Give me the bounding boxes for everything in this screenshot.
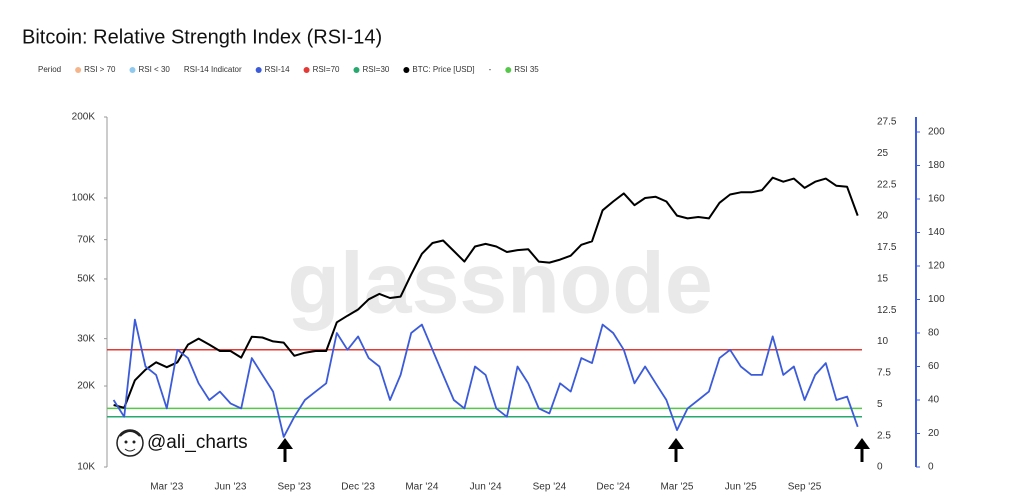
y-tick-label: 70K <box>77 234 95 245</box>
y2-tick-label: 140 <box>928 227 945 238</box>
x-tick-label: Sep '25 <box>788 482 822 493</box>
x-tick-label: Dec '23 <box>341 482 375 493</box>
legend-label: RSI > 70 <box>84 65 116 74</box>
y3-tick-label: 0 <box>877 462 883 473</box>
x-tick-label: Jun '25 <box>725 482 757 493</box>
y2-tick-label: 180 <box>928 160 945 171</box>
legend-label: - <box>489 65 492 74</box>
watermark: glassnode <box>287 236 712 332</box>
legend-label: RSI=70 <box>313 65 340 74</box>
legend-label: BTC: Price [USD] <box>412 65 474 74</box>
y-tick-label: 50K <box>77 274 95 285</box>
legend-label: RSI < 30 <box>138 65 170 74</box>
y3-tick-label: 2.5 <box>877 430 891 441</box>
y3-tick-label: 17.5 <box>877 242 897 253</box>
x-tick-label: Sep '24 <box>533 482 567 493</box>
handle-badge <box>116 429 144 457</box>
legend-swatch <box>505 67 512 73</box>
x-tick-label: Mar '24 <box>405 482 438 493</box>
chart-title: Bitcoin: Relative Strength Index (RSI-14… <box>22 26 382 48</box>
legend-label: Period <box>38 65 61 74</box>
y3-tick-label: 10 <box>877 336 889 347</box>
y2-tick-label: 0 <box>928 462 934 473</box>
y3-tick-label: 7.5 <box>877 368 891 379</box>
y2-tick-label: 60 <box>928 361 940 372</box>
y2-tick-label: 20 <box>928 428 940 439</box>
legend-label: RSI-14 <box>265 65 290 74</box>
y3-tick-label: 27.5 <box>877 117 897 128</box>
y2-tick-label: 200 <box>928 127 945 138</box>
x-tick-label: Sep '23 <box>278 482 312 493</box>
y3-tick-label: 12.5 <box>877 305 897 316</box>
y-tick-label: 100K <box>72 193 96 204</box>
y2-tick-label: 80 <box>928 328 940 339</box>
x-tick-label: Mar '25 <box>660 482 693 493</box>
handle: @ali_charts <box>147 432 248 453</box>
y3-tick-label: 22.5 <box>877 179 897 190</box>
legend-swatch <box>403 67 410 73</box>
y-tick-label: 200K <box>72 112 96 123</box>
y2-tick-label: 100 <box>928 294 945 305</box>
x-tick-label: Dec '24 <box>596 482 630 493</box>
legend-swatch <box>303 67 310 73</box>
x-tick-label: Jun '23 <box>215 482 247 493</box>
legend-label: RSI=30 <box>362 65 389 74</box>
legend-label: RSI-14 Indicator <box>184 65 242 74</box>
y-tick-label: 30K <box>77 333 95 344</box>
x-tick-label: Mar '23 <box>150 482 183 493</box>
y-tick-label: 20K <box>77 381 95 392</box>
y2-tick-label: 160 <box>928 194 945 205</box>
legend-swatch <box>353 67 360 73</box>
y3-tick-label: 20 <box>877 211 889 222</box>
plot <box>107 176 862 438</box>
x-tick-label: Jun '24 <box>470 482 502 493</box>
legend-swatch <box>255 67 262 73</box>
arrows <box>277 438 870 462</box>
y-tick-label: 10K <box>77 462 95 473</box>
legend-swatch <box>129 67 136 73</box>
legend-swatch <box>75 67 82 73</box>
y3-tick-label: 25 <box>877 148 889 159</box>
y2-tick-label: 40 <box>928 395 940 406</box>
legend-label: RSI 35 <box>514 65 539 74</box>
series-line <box>112 318 859 438</box>
y3-tick-label: 5 <box>877 399 883 410</box>
y3-tick-label: 15 <box>877 273 889 284</box>
series-line <box>113 176 859 409</box>
y2-tick-label: 120 <box>928 261 945 272</box>
